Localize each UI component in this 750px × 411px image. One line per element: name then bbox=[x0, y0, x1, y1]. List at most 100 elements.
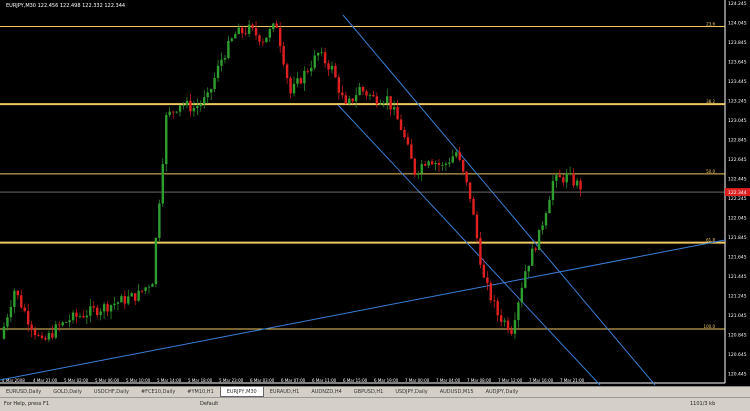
chart-tab[interactable]: AUDJPY,Daily bbox=[485, 389, 519, 395]
chart-tab[interactable]: AUDUSD,M15 bbox=[439, 389, 474, 395]
status-help: For Help, press F1 bbox=[4, 401, 50, 407]
candle-body bbox=[499, 315, 503, 322]
candle-body bbox=[386, 96, 389, 104]
candle-body bbox=[562, 177, 565, 183]
time-tick: 4 Mar 2008 bbox=[2, 378, 25, 383]
candle-body bbox=[58, 324, 61, 326]
candle-body bbox=[230, 38, 234, 41]
candle-body bbox=[358, 87, 361, 96]
candle-body bbox=[165, 115, 168, 165]
time-tick: 5 Mar 10:00 bbox=[126, 378, 151, 383]
candle-body bbox=[427, 161, 430, 166]
time-tick: 5 Mar 23:00 bbox=[219, 378, 244, 383]
candle-body bbox=[510, 330, 513, 334]
chart-tabs: EURUSD,Daily GOLD,Daily USDCHF,Daily #FCE10… bbox=[0, 386, 750, 397]
candle-body bbox=[527, 265, 530, 272]
chart-tab[interactable]: GBPUSD,H1 bbox=[353, 389, 384, 395]
candle-body bbox=[382, 103, 385, 105]
price-tick: 123.445 bbox=[728, 79, 747, 85]
candle-body bbox=[417, 173, 420, 175]
chart-tab[interactable]: #FCE10,Daily bbox=[140, 389, 176, 395]
candle-body bbox=[403, 129, 406, 138]
price-tick: 121.245 bbox=[728, 294, 747, 300]
candle-body bbox=[33, 329, 37, 336]
price-chart[interactable]: 124.245 124.045 123.845 123.645 123.445 123.2… bbox=[0, 0, 750, 386]
candle-body bbox=[486, 277, 489, 283]
candle-body bbox=[361, 87, 365, 92]
time-tick: 7 Mar 16:00 bbox=[529, 378, 554, 383]
candle-body bbox=[123, 296, 127, 304]
time-tick: 7 Mar 08:00 bbox=[467, 378, 492, 383]
candle-body bbox=[237, 27, 240, 35]
candle-body bbox=[337, 77, 341, 93]
candle-body bbox=[175, 111, 178, 113]
candle-body bbox=[40, 335, 44, 338]
candle-body bbox=[448, 162, 451, 164]
candle-body bbox=[565, 173, 568, 183]
candle-body bbox=[147, 286, 151, 288]
chart-tab[interactable]: GOLD,Daily bbox=[53, 389, 82, 395]
candle-body bbox=[102, 304, 106, 312]
price-tick: 123.045 bbox=[728, 118, 747, 124]
candle-body bbox=[9, 306, 13, 318]
candle-body bbox=[16, 290, 20, 296]
candle-body bbox=[178, 105, 182, 112]
candle-body bbox=[541, 225, 544, 230]
chart-tab[interactable]: USDJPY,Daily bbox=[395, 389, 428, 395]
chart-tab[interactable]: USDCHF,Daily bbox=[93, 389, 129, 395]
candle-body bbox=[161, 164, 165, 204]
chart-tab[interactable]: EURJPY,M30 bbox=[219, 387, 264, 397]
candle-body bbox=[261, 41, 265, 43]
candle-body bbox=[99, 311, 102, 315]
candle-body bbox=[520, 287, 524, 303]
candle-body bbox=[258, 35, 261, 42]
candle-body bbox=[354, 95, 358, 102]
candle-body bbox=[572, 173, 575, 186]
candle-body bbox=[85, 315, 89, 318]
candle-body bbox=[555, 175, 558, 181]
candle-body bbox=[348, 98, 351, 104]
candle-body bbox=[441, 164, 444, 166]
time-tick: 6 Mar 19:00 bbox=[374, 378, 399, 383]
candle-body bbox=[531, 248, 534, 266]
candle-body bbox=[282, 46, 285, 65]
time-tick: 7 Mar 12:00 bbox=[498, 378, 523, 383]
price-tick: 121.445 bbox=[728, 274, 747, 280]
candle-body bbox=[482, 264, 486, 278]
chart-canvas[interactable]: 124.245 124.045 123.845 123.645 123.445 123.2… bbox=[0, 0, 750, 386]
candle-body bbox=[244, 33, 247, 35]
candle-body bbox=[220, 59, 223, 66]
candle-body bbox=[75, 312, 78, 317]
candle-body bbox=[292, 83, 296, 94]
candle-body bbox=[475, 214, 479, 239]
candle-body bbox=[437, 163, 441, 165]
candle-body bbox=[196, 106, 199, 109]
candle-body bbox=[296, 78, 299, 84]
candle-body bbox=[213, 77, 216, 90]
candle-body bbox=[375, 96, 379, 105]
candle-body bbox=[13, 290, 16, 307]
candle-body bbox=[144, 287, 147, 292]
candle-body bbox=[68, 320, 71, 323]
candle-body bbox=[330, 65, 334, 70]
chart-tab[interactable]: EURUSD,Daily bbox=[6, 389, 42, 395]
candle-body bbox=[458, 152, 461, 160]
candle-body bbox=[351, 98, 354, 102]
candle-body bbox=[113, 303, 116, 306]
status-profile: Default bbox=[200, 401, 219, 407]
chart-tab[interactable]: #YM10,H1 bbox=[187, 389, 214, 395]
time-tick: 6 Mar 03:00 bbox=[250, 378, 275, 383]
chart-tab[interactable]: AUDNZD,H4 bbox=[311, 389, 342, 395]
candle-body bbox=[548, 199, 551, 214]
candle-body bbox=[537, 229, 541, 250]
chart-tab[interactable]: EURAUD,H1 bbox=[269, 389, 300, 395]
time-tick: 6 Mar 15:00 bbox=[343, 378, 368, 383]
candle-body bbox=[334, 65, 337, 78]
candle-body bbox=[71, 312, 75, 321]
time-tick: 5 Mar 18:00 bbox=[188, 378, 213, 383]
candle-body bbox=[285, 64, 289, 78]
candle-body bbox=[158, 203, 161, 238]
chart-title: EURJPY,M30 122.456 122.498 122.332 122.3… bbox=[6, 3, 126, 9]
candle-body bbox=[234, 34, 237, 39]
price-tick: 122.845 bbox=[728, 138, 747, 144]
